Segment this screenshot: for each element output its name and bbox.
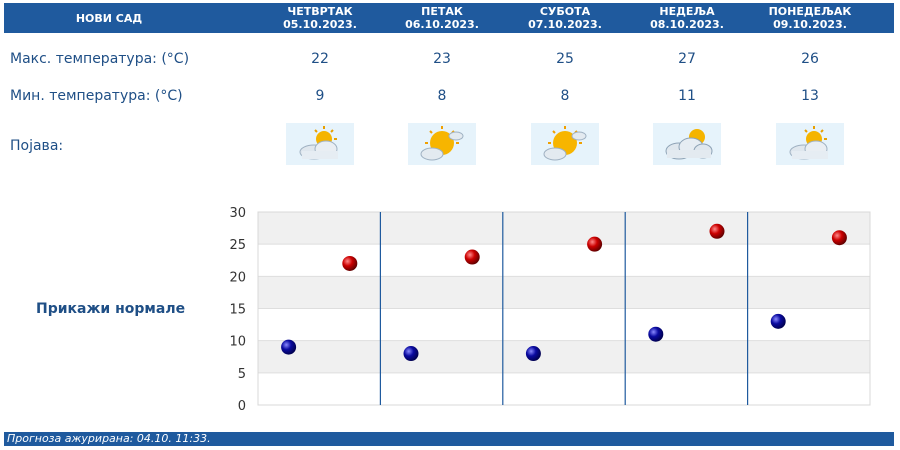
max-temp-point: [709, 223, 725, 239]
y-tick-label: 30: [229, 206, 246, 221]
max-temp-value: 23: [433, 51, 451, 67]
grid-band: [258, 212, 870, 245]
mostly-sunny-icon: [531, 123, 599, 165]
min-temp-value: 9: [315, 88, 325, 104]
min-temp-point: [525, 346, 541, 362]
min-temp-point: [648, 326, 664, 342]
day-name: ПОНЕДЕЉАК: [768, 5, 852, 18]
y-tick-label: 5: [238, 367, 246, 382]
day-name: НЕДЕЉА: [659, 5, 715, 18]
temperature-chart: 0 5 10 15 20 25 30: [229, 206, 871, 414]
y-tick-label: 10: [229, 335, 246, 350]
day-date: 09.10.2023.: [773, 18, 847, 31]
day-name: СУБОТА: [539, 5, 591, 18]
day-header-5[interactable]: ПОНЕДЕЉАК 09.10.2023.: [765, 3, 855, 33]
max-temp-point: [342, 255, 358, 271]
grid-band: [258, 276, 870, 309]
max-temp-point: [587, 236, 603, 252]
max-temp-value: 25: [556, 51, 574, 67]
y-tick-label: 15: [229, 303, 246, 318]
min-temp-point: [281, 339, 297, 355]
day-header-4[interactable]: НЕДЕЉА 08.10.2023.: [647, 3, 727, 33]
max-temp-value: 27: [678, 51, 696, 67]
day-name: ПЕТАК: [421, 5, 463, 18]
max-temp-value: 22: [311, 51, 329, 67]
max-temp-label: Макс. температура: (°C): [10, 51, 190, 67]
min-temp-label: Мин. температура: (°C): [10, 88, 183, 104]
mostly-sunny-icon: [408, 123, 476, 165]
day-header-2[interactable]: ПЕТАК 06.10.2023.: [402, 3, 482, 33]
partly-cloudy-icon: [776, 123, 844, 165]
min-temp-value: 13: [801, 88, 819, 104]
y-tick-label: 0: [238, 399, 246, 414]
phenomenon-label: Појава:: [10, 138, 64, 154]
day-date: 07.10.2023.: [528, 18, 602, 31]
max-temp-point: [831, 230, 847, 246]
day-date: 08.10.2023.: [650, 18, 724, 31]
city-name: НОВИ САД: [75, 11, 143, 25]
y-tick-label: 25: [229, 238, 246, 253]
forecast-header: НОВИ САД ЧЕТВРТАК 05.10.2023. ПЕТАК 06.1…: [4, 3, 894, 33]
show-normals-link[interactable]: Прикажи нормале: [36, 301, 186, 317]
y-tick-label: 20: [229, 270, 246, 285]
update-time: Прогноза ажурирана: 04.10. 11:33.: [7, 432, 211, 445]
max-temp-value: 26: [801, 51, 819, 67]
cloudy-sun-icon: [653, 123, 721, 165]
min-temp-point: [770, 313, 786, 329]
grid-band: [258, 308, 870, 341]
grid-band: [258, 372, 870, 405]
min-temp-point: [403, 346, 419, 362]
grid-band: [258, 244, 870, 277]
max-temp-point: [464, 249, 480, 265]
min-temp-value: 11: [678, 88, 696, 104]
day-name: ЧЕТВРТАК: [287, 5, 353, 18]
day-header-1[interactable]: ЧЕТВРТАК 05.10.2023.: [280, 3, 360, 33]
plot-frame: [257, 211, 871, 406]
day-date: 05.10.2023.: [283, 18, 357, 31]
min-temp-value: 8: [437, 88, 447, 104]
forecast-footer: Прогноза ажурирана: 04.10. 11:33.: [4, 432, 894, 446]
min-temp-value: 8: [560, 88, 570, 104]
day-date: 06.10.2023.: [405, 18, 479, 31]
grid-band: [258, 340, 870, 373]
partly-cloudy-icon: [286, 123, 354, 165]
day-header-3[interactable]: СУБОТА 07.10.2023.: [525, 3, 605, 33]
